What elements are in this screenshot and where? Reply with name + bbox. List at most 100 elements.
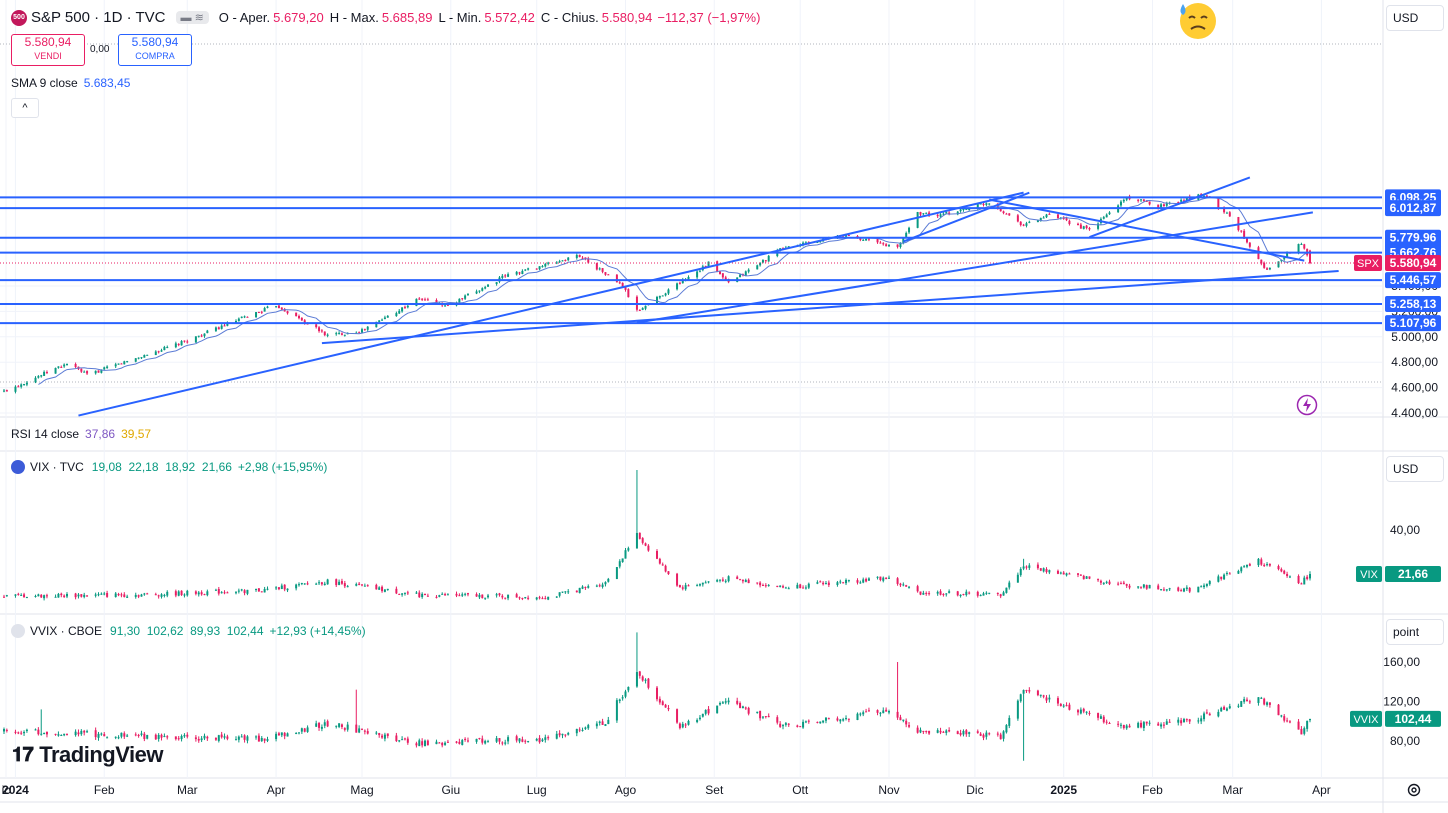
vix-candle [1008,582,1011,588]
vix-candle [544,598,547,600]
vvix-candle [403,738,406,740]
vix-candle [541,598,544,600]
symbol-header[interactable]: 500 S&P 500 · 1D · TVC ▬ ≋ O - Aper. 5.6… [11,9,760,26]
vvix-candle [925,730,928,732]
vix-candle [1245,564,1248,567]
spx-candle [120,363,123,365]
vvix-candle [1160,724,1163,727]
sma-legend[interactable]: SMA 9 close 5.683,45 [11,76,130,90]
vvix-legend[interactable]: VVIX · CBOE 91,30 102,62 89,93 102,44 +1… [11,624,366,638]
vix-candle [644,543,647,546]
vix-candle [976,591,979,596]
vix-candle [358,583,361,585]
vix-candle [736,576,739,579]
vvix-candle [77,732,80,735]
vvix-candle [300,728,303,732]
vix-candle [117,594,120,596]
spx-candle [106,366,109,368]
vvix-candle [1065,705,1068,707]
spx-candle [1119,201,1122,206]
vvix-candle [518,738,521,742]
vvix-candle [698,717,701,720]
vix-candle [824,583,827,585]
vvix-candle [461,740,464,745]
vix-axis-tick: 40,00 [1390,523,1420,537]
spx-candle [1062,217,1065,219]
spx-candle [865,238,868,241]
spx-candle [1142,199,1145,202]
vix-candle [381,586,384,592]
spx-candle [968,208,971,210]
lightning-icon[interactable] [1296,394,1318,416]
sell-button[interactable]: 5.580,94 VENDI [11,34,85,66]
vvix-candle [458,741,461,744]
vvix-candle [1039,694,1042,696]
tradingview-logo: 𝟏𝟕 TradingView [12,742,163,768]
vix-candle [14,594,17,596]
vvix-candle [1108,722,1111,724]
spx-candle [186,341,189,343]
vix-currency-selector[interactable]: USD [1386,456,1444,482]
collapse-legend-button[interactable]: ^ [11,98,39,118]
compare-icon[interactable]: ▬ ≋ [175,11,209,24]
spx-candle [627,289,630,298]
vvix-candle [355,724,358,733]
vvix-candle [905,720,908,725]
level-price-tag [1385,229,1441,246]
spx-candle [1303,244,1306,249]
vix-symbol-label: VIX [1360,569,1378,581]
spx-candle [558,261,561,263]
vix-candle [876,576,879,578]
vix-candle [882,577,885,581]
spx-candle [965,208,968,210]
spx-candle [564,260,567,262]
vix-candle [919,591,922,595]
vvix-candle [255,736,258,738]
vvix-candle [842,719,845,721]
spx-candle [160,350,163,352]
spx-candle [1185,196,1188,201]
spx-candle [1148,201,1151,205]
spx-candle [1160,204,1163,209]
vix-candle [63,595,66,597]
vix-candle [160,594,163,597]
settings-gear-icon[interactable] [1406,782,1422,798]
vix-candle [1197,586,1200,593]
rsi-legend[interactable]: RSI 14 close 37,86 39,57 [11,427,151,441]
spx-candle [1137,199,1140,201]
vix-candle [1297,575,1300,584]
vvix-candle [326,721,329,727]
vvix-candle [366,731,369,734]
vix-candle [435,596,438,598]
vix-candle [716,580,719,582]
vix-candle [584,586,587,588]
vix-candle [567,591,570,593]
vvix-candle [724,701,727,703]
vvix-candle [1243,699,1246,702]
vix-candle [237,590,240,592]
spx-candle [1309,250,1311,264]
spx-candle [1177,202,1180,204]
vix-candle [361,584,364,586]
currency-selector[interactable]: USD [1386,5,1444,31]
vix-candle [1220,576,1223,579]
high-value: 5.685,89 [381,10,433,25]
buy-button[interactable]: 5.580,94 COMPRA [118,34,192,66]
vvix-candle [1062,705,1065,707]
symbol-title[interactable]: S&P 500 · 1D · TVC [31,9,166,26]
vvix-candle [1185,719,1188,721]
vvix-unit-selector[interactable]: point [1386,619,1444,645]
vix-candle [1062,572,1065,575]
spx-candle [641,308,644,310]
level-price-tag [1385,315,1441,332]
spx-candle [1203,195,1206,197]
vix-candle [186,590,189,596]
vix-candle [223,592,226,594]
vvix-candle [134,734,137,736]
vvix-candle [804,721,807,723]
vvix-candle [157,734,160,739]
vix-candle [839,581,842,583]
vix-legend[interactable]: VIX · TVC 19,08 22,18 18,92 21,66 +2,98 … [11,460,327,474]
spx-candle [194,336,197,343]
